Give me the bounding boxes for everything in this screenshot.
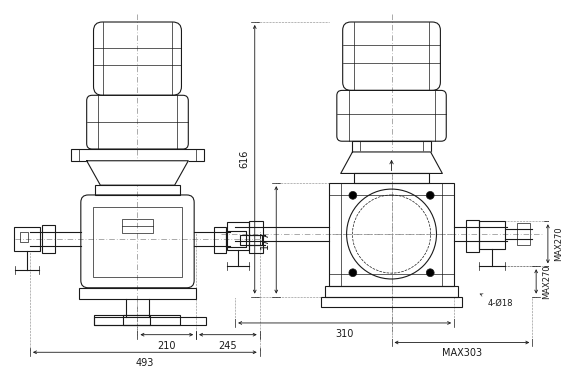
Bar [321,296,462,307]
Bar [249,221,263,252]
Bar [214,227,227,252]
Bar [240,235,261,245]
Text: 493: 493 [136,358,154,368]
Text: 245: 245 [219,340,237,350]
Bar [93,207,182,277]
Text: 177: 177 [260,230,270,249]
Bar [355,173,429,183]
Text: MAX303: MAX303 [442,348,482,358]
Text: 310: 310 [335,329,354,339]
Bar [517,223,530,245]
Bar [79,288,196,298]
Circle shape [349,269,357,277]
Bar [329,183,454,286]
Circle shape [349,191,357,199]
Bar [94,315,150,325]
Bar [20,232,28,242]
Bar [42,225,56,252]
Bar [15,227,40,251]
Bar [94,317,206,325]
Bar [227,231,246,247]
Bar [123,315,180,325]
Bar [480,221,505,249]
Text: MAX270: MAX270 [554,227,561,261]
Bar [71,149,204,161]
Text: 4-Ø18: 4-Ø18 [480,294,513,307]
Text: 210: 210 [158,340,176,350]
Polygon shape [87,161,188,185]
Bar [227,222,249,250]
Bar [466,220,480,252]
Text: MAX270: MAX270 [542,264,551,299]
Bar [352,141,431,152]
Text: 616: 616 [239,150,249,168]
Bar [325,286,458,296]
Bar [122,219,153,233]
Circle shape [426,269,434,277]
Circle shape [426,191,434,199]
Polygon shape [341,152,443,173]
Bar [95,185,180,195]
